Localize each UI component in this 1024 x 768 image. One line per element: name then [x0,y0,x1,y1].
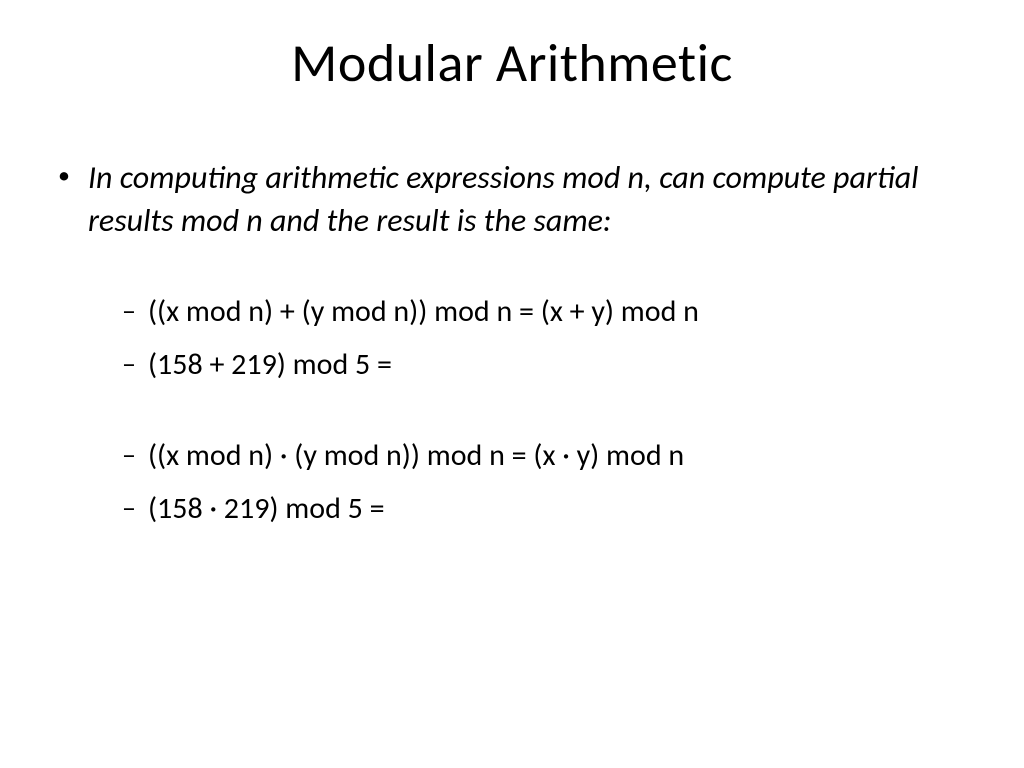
sub-item: – ((x mod n) · (y mod n)) mod n = (x · y… [122,436,974,475]
sub-item-text: (158 · 219) mod 5 = [148,489,385,528]
sub-item-text: ((x mod n) · (y mod n)) mod n = (x · y) … [148,436,684,475]
sub-item: – (158 + 219) mod 5 = [122,345,974,384]
dash-icon: – [122,489,136,527]
dash-icon: – [122,345,136,383]
sub-item: – (158 · 219) mod 5 = [122,489,974,528]
dash-icon: – [122,292,136,330]
sub-item-text: ((x mod n) + (y mod n)) mod n = (x + y) … [148,292,699,331]
sub-bullet-list: – ((x mod n) + (y mod n)) mod n = (x + y… [50,292,974,528]
slide-title: Modular Arithmetic [50,30,974,96]
sub-item: – ((x mod n) + (y mod n)) mod n = (x + y… [122,292,974,331]
dash-icon: – [122,436,136,474]
main-bullet-item: • In computing arithmetic expressions mo… [50,156,974,242]
main-bullet-text: In computing arithmetic expressions mod … [88,156,974,242]
sub-item-text: (158 + 219) mod 5 = [148,345,392,384]
bullet-icon: • [58,156,70,196]
